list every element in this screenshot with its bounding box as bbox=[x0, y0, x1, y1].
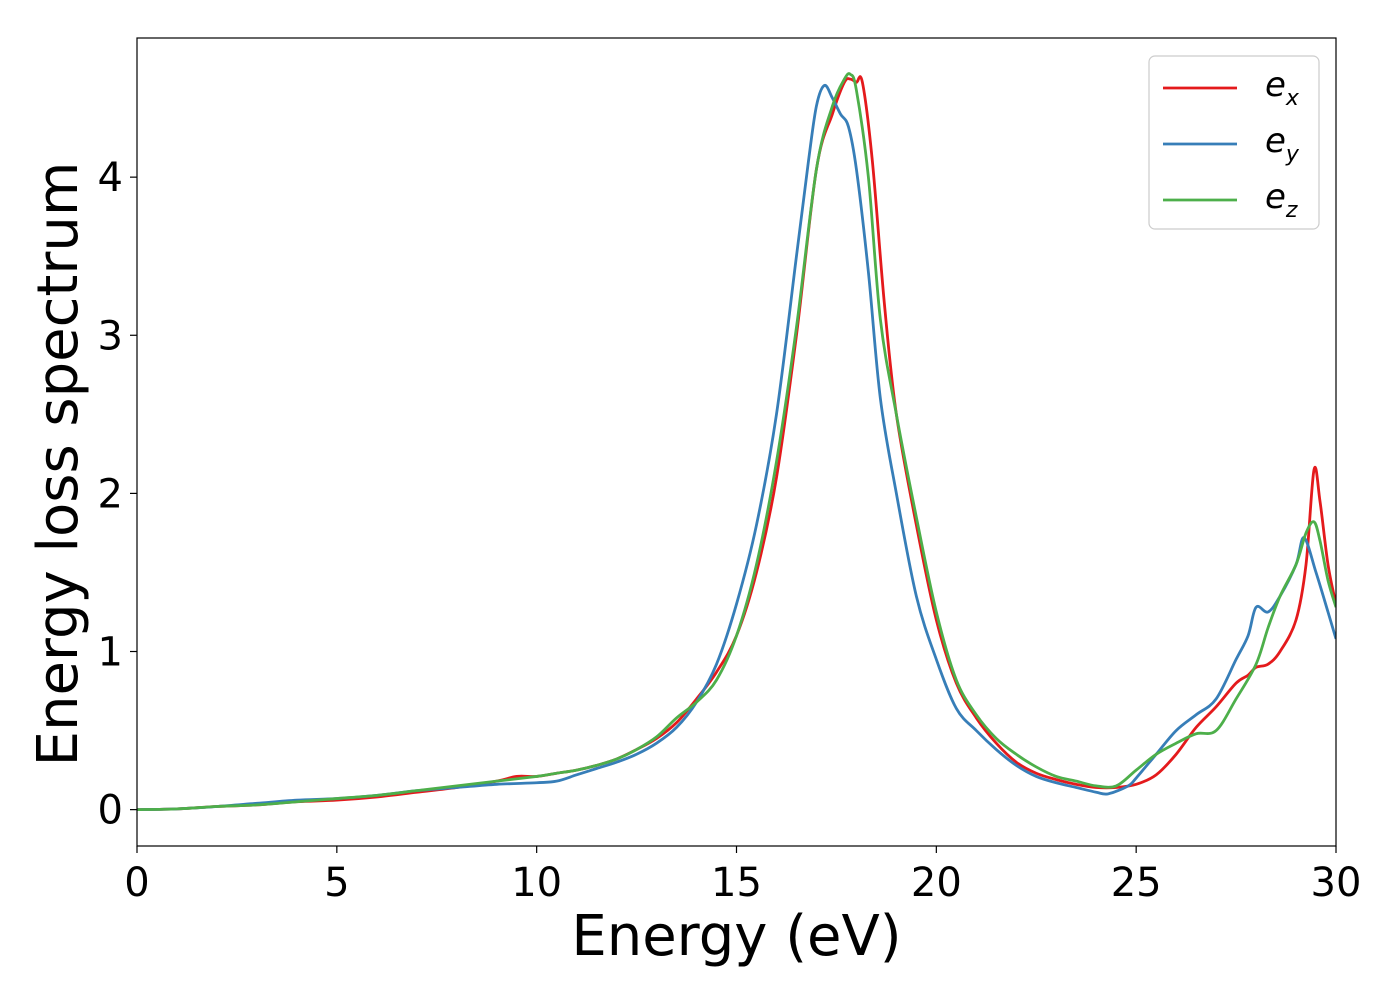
x-tick-label: 30 bbox=[1311, 860, 1362, 906]
x-tick-label: 0 bbox=[124, 860, 149, 906]
legend-label-base: e bbox=[1265, 121, 1286, 161]
y-tick-label: 1 bbox=[98, 630, 123, 676]
plot-curves bbox=[137, 72, 1336, 812]
y-tick-label: 0 bbox=[98, 788, 123, 834]
x-axis-ticks: 0 5 10 15 20 25 30 bbox=[124, 846, 1361, 906]
x-tick-label: 5 bbox=[324, 860, 349, 906]
x-tick-label: 25 bbox=[1111, 860, 1162, 906]
y-tick-label: 4 bbox=[98, 155, 123, 201]
y-axis-ticks: 0 1 2 3 4 bbox=[98, 155, 137, 834]
series-line-z bbox=[137, 72, 1336, 812]
legend-label-z: ez bbox=[1265, 177, 1298, 223]
legend-label-sub: y bbox=[1285, 142, 1300, 167]
legend-label-x: ex bbox=[1265, 65, 1300, 111]
x-axis-title: Energy (eV) bbox=[571, 904, 901, 969]
legend-label-sub: x bbox=[1285, 86, 1300, 111]
legend-label-y: ey bbox=[1265, 121, 1300, 167]
y-tick-label: 3 bbox=[98, 313, 123, 359]
x-tick-label: 10 bbox=[511, 860, 562, 906]
legend-label-base: e bbox=[1265, 65, 1286, 105]
legend-label-base: e bbox=[1265, 177, 1286, 217]
y-axis-title: Energy loss spectrum bbox=[26, 162, 91, 767]
x-tick-label: 20 bbox=[911, 860, 962, 906]
legend-label-sub: z bbox=[1285, 198, 1298, 223]
y-tick-label: 2 bbox=[98, 471, 123, 517]
legend-box bbox=[1148, 55, 1320, 230]
series-line-y bbox=[137, 84, 1336, 812]
x-tick-label: 15 bbox=[711, 860, 762, 906]
series-line-x bbox=[137, 75, 1336, 812]
